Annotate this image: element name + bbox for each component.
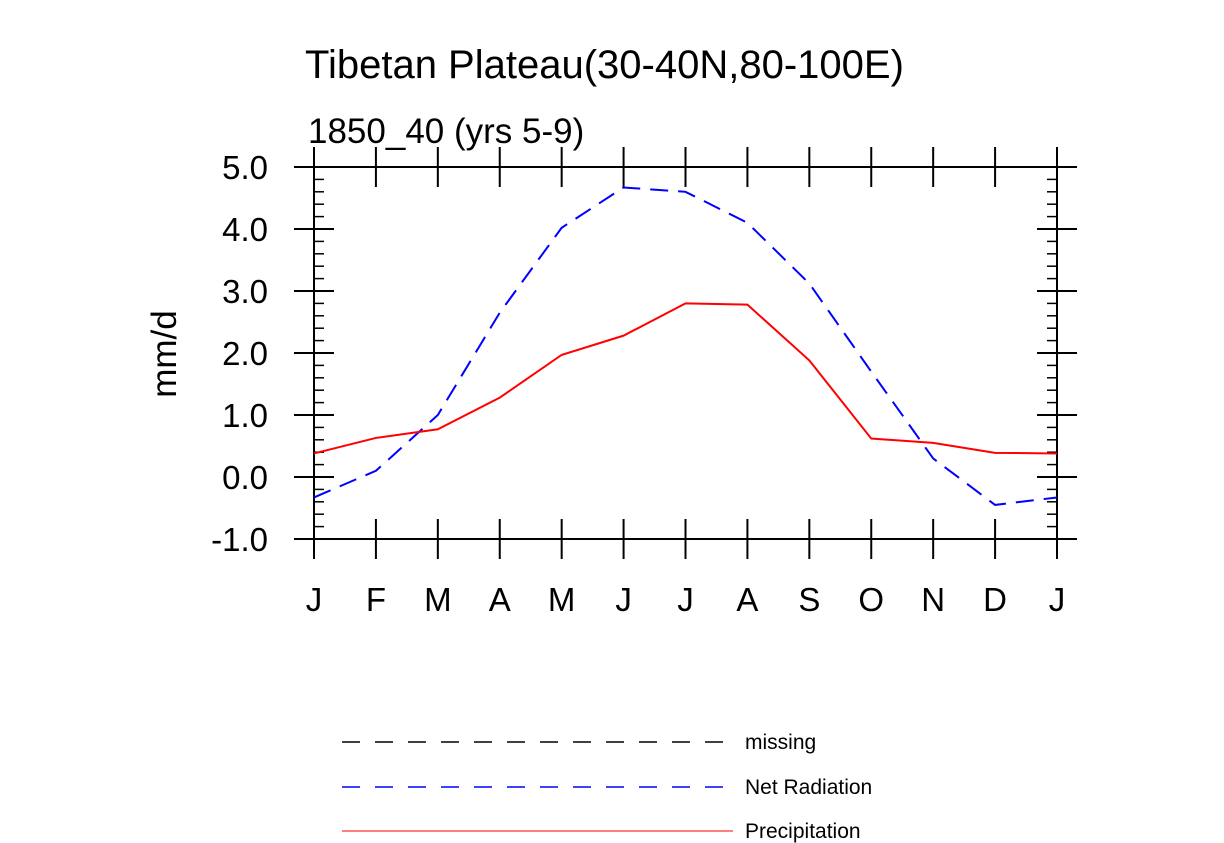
y-tick-label: 1.0 (222, 397, 268, 434)
x-tick-label: S (798, 581, 820, 618)
legend: missing Net Radiation Precipitation (342, 731, 872, 843)
x-tick-label: M (424, 581, 452, 618)
y-tick-label: 0.0 (222, 459, 268, 496)
x-tick-label: M (548, 581, 576, 618)
x-tick-label: J (306, 581, 323, 618)
y-tick-label: 3.0 (222, 273, 268, 310)
plot-frame (313, 166, 1058, 540)
legend-label: Net Radiation (745, 776, 872, 799)
y-tick-label: 2.0 (222, 335, 268, 372)
y-tick-label: -1.0 (211, 521, 268, 558)
axes: -1.00.01.02.03.04.05.0J F M A M J J A S O N D J (211, 147, 1077, 618)
y-axis-label: mm/d (145, 310, 184, 398)
x-tick-label: J (1049, 581, 1066, 618)
y-tick-label: 4.0 (222, 211, 268, 248)
x-tick-label: F (366, 581, 386, 618)
series-line-precipitation (313, 302, 1058, 455)
x-tick-label: N (921, 581, 945, 618)
x-tick-label: J (677, 581, 694, 618)
series-line-net-radiation (313, 186, 1058, 506)
legend-label: Precipitation (745, 820, 861, 843)
x-tick-label: D (983, 581, 1007, 618)
x-tick-label: J (615, 581, 632, 618)
series-group (313, 186, 1058, 506)
x-tick-label: A (489, 581, 511, 618)
x-tick-label: O (858, 581, 884, 618)
chart-subtitle: 1850_40 (yrs 5-9) (308, 112, 584, 151)
y-tick-label: 5.0 (222, 149, 268, 186)
chart-title: Tibetan Plateau(30-40N,80-100E) (305, 43, 904, 87)
x-tick-label: A (736, 581, 758, 618)
legend-label: missing (745, 731, 816, 754)
